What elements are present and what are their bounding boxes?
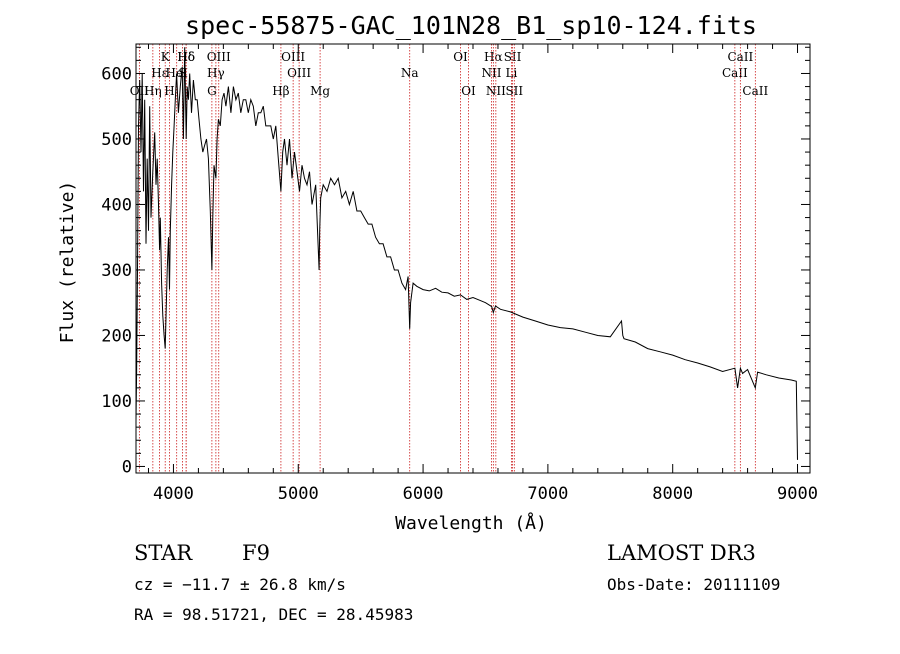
x-tick-label-0: 4000 bbox=[153, 484, 194, 504]
annotation-label-12: Hβ bbox=[272, 84, 289, 98]
spectrum-series bbox=[135, 47, 798, 460]
annotation-label-13: OIII bbox=[281, 50, 305, 64]
object-class: STAR bbox=[134, 541, 193, 565]
object-subclass: F9 bbox=[242, 541, 270, 565]
annotation-label-19: Hα bbox=[484, 50, 503, 64]
x-axis: 4000 5000 6000 7000 8000 9000 bbox=[147, 44, 818, 504]
annotation-label-23: Li bbox=[506, 66, 518, 80]
annotation-label-8: Hδ bbox=[177, 50, 195, 64]
y-axis: 0 100 200 300 400 500 600 bbox=[101, 46, 810, 477]
coordinates: RA = 98.51721, DEC = 28.45983 bbox=[134, 605, 413, 624]
x-tick-label-2: 6000 bbox=[403, 484, 444, 504]
y-tick-label-3: 300 bbox=[101, 261, 132, 281]
annotation-label-24: SII bbox=[505, 84, 523, 98]
y-tick-label-0: 0 bbox=[122, 457, 132, 477]
y-tick-label-5: 500 bbox=[101, 130, 132, 150]
annotation-label-3: Hε bbox=[151, 66, 168, 80]
annotation-label-26: CaII bbox=[727, 50, 753, 64]
annotation-label-16: Na bbox=[401, 66, 419, 80]
annotation-label-22: SII bbox=[504, 50, 522, 64]
annotation-label-14: OIII bbox=[287, 66, 311, 80]
observation-date: Obs-Date: 20111109 bbox=[607, 575, 780, 594]
annotation-label-17: OI bbox=[453, 50, 468, 64]
annotation-label-2: Hη bbox=[144, 84, 162, 98]
annotation-label-9: OIII bbox=[207, 50, 231, 64]
y-axis-label: Flux (relative) bbox=[57, 181, 78, 344]
annotation-label-20: NII bbox=[481, 66, 501, 80]
chart-title: spec-55875-GAC_101N28_B1_sp10-124.fits bbox=[185, 11, 757, 40]
annotation-label-25: CaII bbox=[722, 66, 748, 80]
x-tick-label-4: 8000 bbox=[652, 484, 693, 504]
annotation-label-10: Hγ bbox=[207, 66, 225, 80]
annotation-label-27: CaII bbox=[742, 84, 768, 98]
annotation-label-21: NII bbox=[486, 84, 506, 98]
redshift-value: cz = −11.7 ± 26.8 km/s bbox=[134, 575, 346, 594]
x-axis-label: Wavelength (Å) bbox=[395, 512, 547, 534]
annotation-label-11: G bbox=[207, 84, 217, 98]
spectrum-line bbox=[135, 47, 798, 460]
x-tick-label-5: 9000 bbox=[777, 484, 818, 504]
survey-name: LAMOST DR3 bbox=[607, 541, 756, 565]
annotation-label-15: Mg bbox=[310, 84, 330, 98]
y-tick-label-1: 100 bbox=[101, 392, 132, 412]
y-tick-label-4: 400 bbox=[101, 195, 132, 215]
y-tick-label-6: 600 bbox=[101, 64, 132, 84]
annotation-label-18: OI bbox=[461, 84, 476, 98]
x-tick-label-3: 7000 bbox=[527, 484, 568, 504]
x-tick-label-1: 5000 bbox=[278, 484, 319, 504]
annotation-label-4: K bbox=[161, 50, 171, 64]
annotation-label-5: H bbox=[164, 84, 174, 98]
y-tick-label-2: 200 bbox=[101, 326, 132, 346]
